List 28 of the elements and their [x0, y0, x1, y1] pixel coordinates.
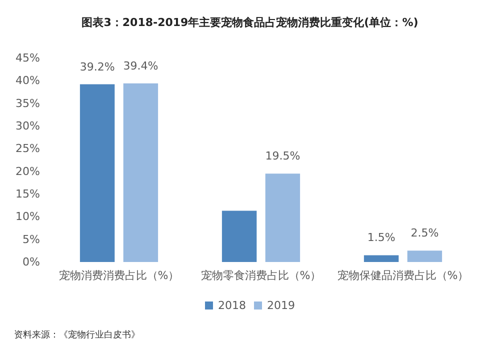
- bar: [222, 210, 257, 262]
- bar: [123, 83, 158, 262]
- y-tick-label: 5%: [22, 232, 40, 246]
- x-tick-label: 宠物消费消费占比（%）: [58, 269, 180, 282]
- chart-title: 图表3：2018-2019年主要宠物食品占宠物消费比重变化(单位：%): [82, 16, 418, 29]
- x-tick-label: 宠物保健品消费占比（%）: [337, 269, 469, 282]
- y-tick-label: 20%: [16, 164, 40, 178]
- legend-label: 2019: [267, 299, 295, 312]
- y-tick-label: 40%: [16, 74, 40, 88]
- y-tick-label: 45%: [16, 52, 40, 64]
- y-tick-label: 35%: [16, 96, 40, 110]
- data-label: 1.5%: [367, 231, 396, 244]
- data-label: 39.4%: [123, 59, 158, 72]
- text: 资料来源：《宠物行业白皮书》: [14, 330, 140, 340]
- y-tick-label: 0%: [22, 256, 40, 268]
- data-label: 2.5%: [410, 226, 439, 240]
- bar: [80, 84, 115, 262]
- data-label: 39.2%: [80, 60, 115, 74]
- legend-label: 2018: [218, 299, 246, 312]
- bar: [407, 250, 442, 262]
- bar: [364, 255, 399, 262]
- x-tick-label: 宠物零食消费占比（%）: [200, 269, 322, 282]
- y-tick-label: 25%: [16, 142, 40, 156]
- data-label: 19.5%: [265, 150, 300, 163]
- y-tick-label: 30%: [16, 120, 40, 132]
- bar: [265, 174, 300, 262]
- y-tick-label: 10%: [16, 210, 40, 224]
- y-tick-label: 15%: [16, 188, 40, 200]
